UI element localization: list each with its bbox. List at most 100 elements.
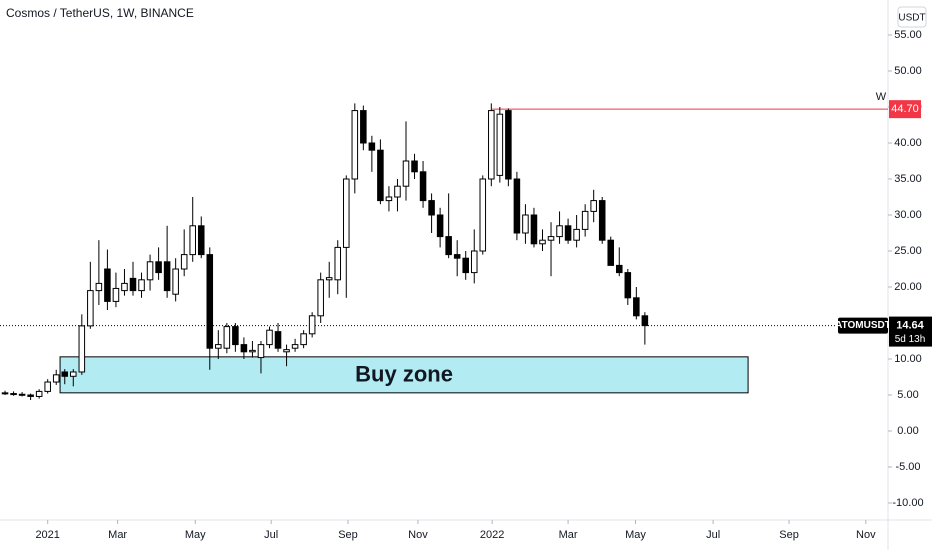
x-tick-label: 2022 xyxy=(480,529,504,541)
candle-body xyxy=(10,393,17,396)
candle-body xyxy=(641,315,649,327)
y-tick-label: 0.00 xyxy=(897,425,918,437)
x-tick-label: Sep xyxy=(779,529,799,541)
last-price-box xyxy=(889,316,932,347)
candle-body xyxy=(61,371,69,377)
y-tick-label: 50.00 xyxy=(894,65,922,77)
candle-body xyxy=(607,239,615,266)
candle-body xyxy=(129,277,137,292)
candle-body xyxy=(428,200,435,216)
y-tick-label: 25.00 xyxy=(894,245,922,257)
candle-body xyxy=(590,200,597,212)
candle-body xyxy=(436,214,444,238)
candle-body xyxy=(453,254,461,259)
candle-body xyxy=(308,315,316,335)
candle-body xyxy=(505,110,512,180)
candle-body xyxy=(633,297,640,317)
currency-label: USDT xyxy=(898,13,925,24)
candle-body xyxy=(223,326,231,349)
candle-body xyxy=(402,160,410,187)
y-tick-label: 35.00 xyxy=(894,173,922,185)
x-tick-label: Jul xyxy=(706,529,720,541)
x-tick-label: Mar xyxy=(108,529,127,541)
candle-body xyxy=(155,261,162,274)
x-tick-label: 2021 xyxy=(35,529,59,541)
candle-body xyxy=(360,110,367,144)
y-tick-label: 30.00 xyxy=(894,209,922,221)
candle-body xyxy=(615,264,623,274)
candle-body xyxy=(197,225,205,256)
y-tick-label: 10.00 xyxy=(894,353,922,365)
candle-body xyxy=(462,257,469,274)
candle-body xyxy=(419,171,427,202)
candle-body xyxy=(351,110,359,180)
candle-body xyxy=(70,371,77,377)
candle-body xyxy=(163,261,171,292)
candle-body xyxy=(257,344,265,359)
candle-body xyxy=(411,160,418,173)
resistance-label: 44.70 xyxy=(891,103,919,115)
candle-body xyxy=(624,272,632,299)
symbol-label: ATOMUSDT xyxy=(835,320,891,331)
candle-body xyxy=(215,344,222,349)
resistance-tag: W xyxy=(876,91,887,103)
candle-body xyxy=(556,225,563,238)
candle-body xyxy=(377,149,384,202)
candle-body xyxy=(146,261,154,281)
candle-body xyxy=(479,178,487,252)
candle-body xyxy=(266,329,273,346)
candle-body xyxy=(27,394,34,397)
candle-body xyxy=(325,277,333,281)
x-tick-label: May xyxy=(625,529,646,541)
candle-body xyxy=(522,214,529,234)
candle-body xyxy=(547,236,555,241)
y-tick-label: 55.00 xyxy=(894,29,922,41)
candle-body xyxy=(470,250,478,274)
candle-body xyxy=(334,246,342,281)
candle-body xyxy=(44,381,51,392)
x-tick-label: Jul xyxy=(264,529,278,541)
y-tick-label: 5.00 xyxy=(897,389,918,401)
candle-body xyxy=(283,349,290,353)
candle-body xyxy=(189,225,196,256)
symbol-box xyxy=(838,317,888,334)
candle-body xyxy=(581,210,589,230)
countdown-label: 5d 13h xyxy=(895,334,926,345)
candle-body xyxy=(18,393,26,396)
candle-body xyxy=(232,326,239,346)
x-tick-label: Nov xyxy=(856,529,876,541)
candle-body xyxy=(35,390,43,397)
candle-body xyxy=(274,331,282,349)
resistance-box xyxy=(889,100,921,119)
candle-body xyxy=(180,254,188,270)
candle-body xyxy=(138,279,145,292)
candle-body xyxy=(573,228,580,241)
buy-zone-label: Buy zone xyxy=(355,362,453,387)
candle-body xyxy=(249,349,256,353)
x-tick-label: Mar xyxy=(559,529,578,541)
candle-body xyxy=(1,392,9,395)
y-tick-label: 20.00 xyxy=(894,281,922,293)
candle-body xyxy=(368,142,376,151)
currency-box xyxy=(897,6,927,28)
candle-body xyxy=(598,200,606,241)
buy-zone xyxy=(59,356,749,394)
candle-body xyxy=(300,333,307,346)
candle-body xyxy=(513,178,521,234)
candle-body xyxy=(343,178,350,248)
candle-body xyxy=(172,268,179,295)
candle-body xyxy=(112,287,120,302)
candle-body xyxy=(530,214,538,245)
candle-body xyxy=(87,290,94,327)
candle-body xyxy=(488,110,495,180)
y-tick-label: -10.00 xyxy=(892,497,923,509)
chart-title: Cosmos / TetherUS, 1W, BINANCE xyxy=(6,6,194,20)
candle-body xyxy=(539,239,546,245)
candle-body xyxy=(240,344,248,353)
candle-body xyxy=(445,236,452,256)
y-tick-label: -5.00 xyxy=(895,461,920,473)
candle-body xyxy=(206,254,214,349)
candle-body xyxy=(104,268,111,302)
candle-body xyxy=(385,196,393,202)
